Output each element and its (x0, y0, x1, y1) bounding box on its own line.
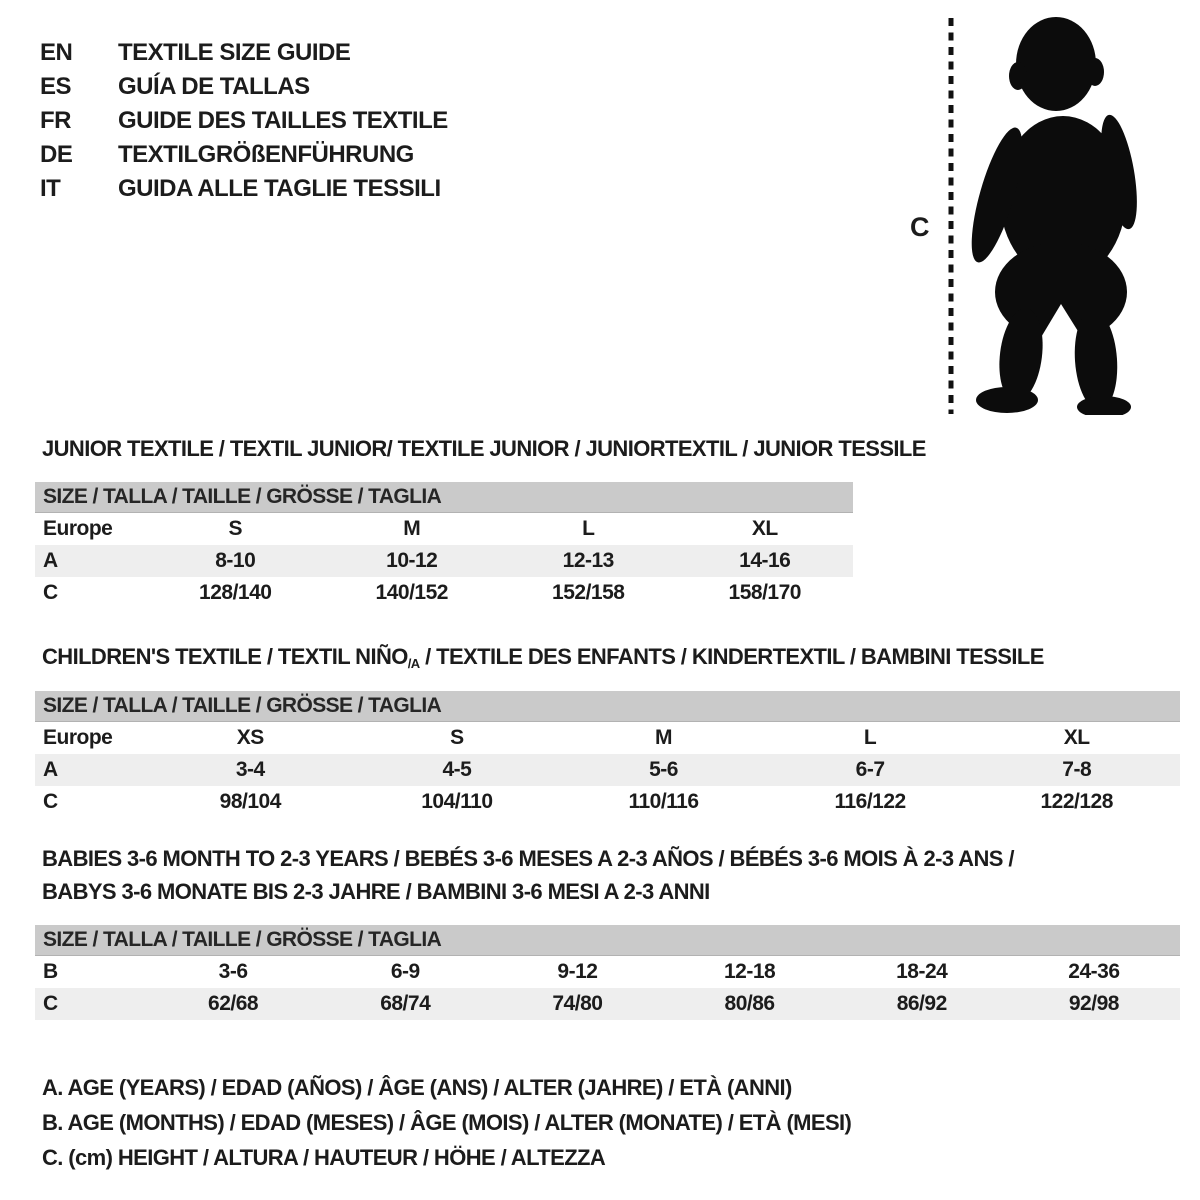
toddler-silhouette (971, 17, 1137, 415)
babies-title-line1: BABIES 3-6 MONTH TO 2-3 YEARS / BEBÉS 3-… (42, 846, 1014, 871)
table-cell: 24-36 (1068, 960, 1120, 983)
row-label: C (43, 992, 58, 1015)
language-row-en: EN TEXTILE SIZE GUIDE (40, 36, 448, 70)
table-cell: 80/86 (724, 992, 776, 1015)
table-cell: 10-12 (386, 549, 438, 572)
table-cell: 4-5 (442, 758, 472, 781)
children-section-title: CHILDREN'S TEXTILE / TEXTIL NIÑO/A / TEX… (42, 644, 1044, 671)
table-cell: XS (236, 726, 265, 749)
size-table-header: SIZE / TALLA / TAILLE / GRÖSSE / TAGLIA (35, 691, 1180, 722)
table-cell: S (450, 726, 464, 749)
language-row-de: DE TEXTILGRÖßENFÜHRUNG (40, 138, 448, 172)
table-cell: 92/98 (1068, 992, 1120, 1015)
table-row: C 98/104 104/110 110/116 116/122 122/128 (35, 786, 1180, 818)
table-cell: 110/116 (628, 790, 699, 813)
language-code: DE (40, 141, 73, 168)
table-cell: 140/152 (375, 581, 449, 604)
row-label: A (43, 758, 58, 781)
row-label: B (43, 960, 58, 983)
language-code: IT (40, 175, 61, 202)
children-title-suffix: / TEXTILE DES ENFANTS / KINDERTEXTIL / B… (419, 644, 1044, 669)
language-code: FR (40, 107, 72, 134)
size-table-header: SIZE / TALLA / TAILLE / GRÖSSE / TAGLIA (35, 925, 1180, 956)
height-measure-figure (925, 10, 1175, 415)
table-row: Europe S M L XL (35, 513, 853, 545)
table-row: A 3-4 4-5 5-6 6-7 7-8 (35, 754, 1180, 786)
table-row: C 128/140 140/152 152/158 158/170 (35, 577, 853, 609)
table-cell: XL (751, 517, 778, 540)
table-cell: 62/68 (208, 992, 259, 1015)
table-cell: 9-12 (557, 960, 598, 983)
table-cell: L (863, 726, 877, 749)
table-cell: 3-4 (235, 758, 265, 781)
babies-title-line2: BABYS 3-6 MONATE BIS 2-3 JAHRE / BAMBINI… (42, 879, 710, 904)
table-cell: 18-24 (896, 960, 948, 983)
language-code: EN (40, 39, 73, 66)
table-cell: 128/140 (199, 581, 272, 604)
language-row-it: IT GUIDA ALLE TAGLIE TESSILI (40, 172, 448, 206)
babies-size-table: SIZE / TALLA / TAILLE / GRÖSSE / TAGLIA … (35, 925, 1180, 1020)
table-cell: 12-18 (723, 960, 776, 983)
size-table-header: SIZE / TALLA / TAILLE / GRÖSSE / TAGLIA (35, 482, 853, 513)
language-label: GUIDE DES TAILLES TEXTILE (118, 107, 448, 134)
children-size-table: SIZE / TALLA / TAILLE / GRÖSSE / TAGLIA … (35, 691, 1180, 818)
table-cell: 12-13 (562, 549, 615, 572)
table-cell: 3-6 (218, 960, 248, 983)
row-label: C (43, 581, 58, 604)
legend-line-b: B. AGE (MONTHS) / EDAD (MESES) / ÂGE (MO… (42, 1110, 852, 1135)
table-cell: M (654, 726, 672, 749)
table-cell: L (582, 517, 595, 540)
legend-line-c: C. (cm) HEIGHT / ALTURA / HAUTEUR / HÖHE… (42, 1145, 606, 1170)
table-cell: S (228, 517, 242, 540)
row-label: C (43, 790, 58, 813)
language-code: ES (40, 73, 72, 100)
table-cell: 116/122 (834, 790, 906, 813)
table-cell: 6-9 (390, 960, 420, 983)
language-label: GUIDA ALLE TAGLIE TESSILI (118, 175, 441, 202)
table-cell: 7-8 (1062, 758, 1092, 781)
children-title-prefix: CHILDREN'S TEXTILE / TEXTIL NIÑO (42, 644, 408, 669)
language-list: EN TEXTILE SIZE GUIDE ES GUÍA DE TALLAS … (40, 36, 448, 206)
legend-line-a: A. AGE (YEARS) / EDAD (AÑOS) / ÂGE (ANS)… (42, 1075, 792, 1100)
table-cell: 104/110 (421, 790, 493, 813)
table-cell: 122/128 (1040, 790, 1113, 813)
table-cell: M (403, 517, 421, 540)
table-cell: 5-6 (649, 758, 678, 781)
table-cell: 14-16 (739, 549, 791, 572)
table-cell: XL (1063, 726, 1090, 749)
toddler-silhouette-icon (948, 17, 1137, 415)
babies-section-title: BABIES 3-6 MONTH TO 2-3 YEARS / BEBÉS 3-… (42, 842, 1014, 908)
table-cell: 68/74 (380, 992, 431, 1015)
language-label: TEXTILE SIZE GUIDE (118, 39, 351, 66)
row-label: Europe (43, 517, 113, 540)
junior-section-title: JUNIOR TEXTILE / TEXTIL JUNIOR/ TEXTILE … (42, 436, 926, 461)
row-label: Europe (43, 726, 113, 749)
table-cell: 152/158 (552, 581, 625, 604)
table-row: B 3-6 6-9 9-12 12-18 18-24 24-36 (35, 956, 1180, 988)
table-row: Europe XS S M L XL (35, 722, 1180, 754)
table-row: A 8-10 10-12 12-13 14-16 (35, 545, 853, 577)
table-row: C 62/68 68/74 74/80 80/86 86/92 92/98 (35, 988, 1180, 1020)
language-label: GUÍA DE TALLAS (118, 73, 310, 100)
children-title-subscript: /A (407, 656, 420, 671)
measurement-legend: A. AGE (YEARS) / EDAD (AÑOS) / ÂGE (ANS)… (42, 1070, 852, 1175)
table-cell: 98/104 (219, 790, 282, 813)
table-cell: 86/92 (896, 992, 948, 1015)
table-cell: 74/80 (552, 992, 603, 1015)
row-label: A (43, 549, 58, 572)
language-label: TEXTILGRÖßENFÜHRUNG (118, 141, 414, 168)
table-cell: 6-7 (855, 758, 885, 781)
height-line-label: C (910, 212, 930, 242)
language-row-fr: FR GUIDE DES TAILLES TEXTILE (40, 104, 448, 138)
language-row-es: ES GUÍA DE TALLAS (40, 70, 448, 104)
junior-size-table: SIZE / TALLA / TAILLE / GRÖSSE / TAGLIA … (35, 482, 853, 609)
table-cell: 158/170 (728, 581, 802, 604)
table-cell: 8-10 (215, 549, 256, 572)
